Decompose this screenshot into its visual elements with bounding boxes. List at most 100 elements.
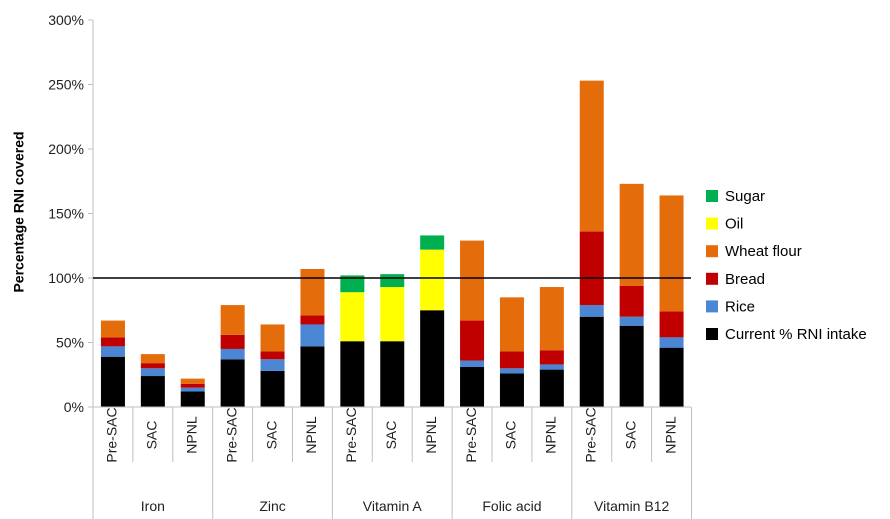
bar-segment — [340, 275, 365, 293]
bar-segment — [220, 305, 245, 335]
bar-segment — [579, 316, 604, 407]
bar-segment — [100, 337, 125, 347]
bar-segment — [659, 337, 684, 348]
x-category-label: NPNL — [662, 416, 678, 454]
y-tick-label: 200% — [48, 141, 84, 157]
x-category-label: NPNL — [423, 416, 439, 454]
y-tick-label: 150% — [48, 206, 84, 222]
x-group-label: Iron — [141, 498, 165, 514]
bar-segment — [460, 360, 485, 368]
legend-swatch — [706, 328, 718, 340]
bar-segment — [499, 373, 524, 407]
bar-segment — [579, 80, 604, 232]
bar-segment — [659, 311, 684, 338]
x-group-label: Vitamin A — [363, 498, 423, 514]
legend-swatch — [706, 300, 718, 313]
bar-segment — [619, 325, 644, 407]
x-axis-group-labels: Iron Zinc Vitamin A Folic acid Vitamin B12 — [141, 498, 670, 514]
y-axis-title: Percentage RNI covered — [11, 131, 27, 292]
bar-segment — [180, 391, 205, 407]
bar-segment — [220, 359, 245, 407]
bar-segment — [300, 315, 325, 325]
bar-segment — [539, 287, 564, 351]
bar-segment — [579, 305, 604, 317]
bar-segment — [180, 378, 205, 384]
y-axis-title-group: Percentage RNI covered — [11, 131, 27, 292]
legend-label: Rice — [725, 298, 755, 315]
bar-segment — [220, 334, 245, 349]
bar-segment — [499, 351, 524, 369]
bar-segment — [619, 316, 644, 326]
bar-segment — [619, 285, 644, 317]
bar-segment — [300, 346, 325, 407]
bar-segment — [380, 287, 405, 342]
bar-segment — [180, 383, 205, 388]
legend-label: Oil — [725, 216, 743, 233]
y-tick-label: 50% — [56, 335, 84, 351]
bars — [100, 80, 684, 407]
legend-label: Bread — [725, 271, 765, 288]
bar-segment — [659, 347, 684, 407]
x-category-label: SAC — [263, 421, 279, 450]
bar-segment — [420, 310, 445, 407]
bar-segment — [140, 368, 165, 377]
legend-label: Sugar — [725, 188, 765, 205]
bar-segment — [140, 354, 165, 364]
x-category-label: Pre-SAC — [463, 407, 479, 462]
axes — [92, 20, 691, 408]
bar-segment — [300, 268, 325, 316]
legend-swatch — [706, 190, 718, 202]
bar-segment — [539, 350, 564, 365]
x-category-label: SAC — [622, 421, 638, 450]
x-group-label: Zinc — [259, 498, 285, 514]
x-category-label: SAC — [144, 421, 160, 450]
bar-segment — [220, 348, 245, 360]
bar-segment — [260, 351, 285, 360]
x-category-label: Pre-SAC — [343, 407, 359, 462]
legend-swatch — [706, 245, 718, 258]
x-category-label: SAC — [383, 421, 399, 450]
bar-segment — [659, 195, 684, 312]
x-category-label: NPNL — [303, 416, 319, 454]
legend-swatch — [706, 272, 718, 285]
x-group-label: Vitamin B12 — [594, 498, 669, 514]
legend-label: Wheat flour — [725, 243, 802, 260]
y-tick-label: 0% — [64, 399, 84, 415]
bar-segment — [260, 324, 285, 352]
bar-segment — [100, 346, 125, 357]
bar-segment — [619, 183, 644, 286]
y-tick-label: 300% — [48, 12, 84, 28]
x-category-label: Pre-SAC — [582, 407, 598, 462]
x-group-label: Folic acid — [482, 498, 541, 514]
x-category-label: NPNL — [543, 416, 559, 454]
bar-segment — [300, 324, 325, 347]
legend-swatch — [706, 217, 718, 230]
bar-segment — [340, 292, 365, 342]
bar-segment — [380, 274, 405, 288]
bar-segment — [100, 356, 125, 407]
bar-segment — [140, 363, 165, 369]
bar-segment — [420, 249, 445, 311]
x-category-label: Pre-SAC — [223, 407, 239, 462]
bar-segment — [420, 235, 445, 250]
legend-label: Current % RNI intake — [725, 326, 867, 343]
bar-segment — [460, 320, 485, 361]
bar-segment — [100, 320, 125, 338]
bar-segment — [539, 369, 564, 407]
bar-segment — [499, 368, 524, 374]
x-category-label: Pre-SAC — [104, 407, 120, 462]
y-axis-ticks: 0% 50% 100% 150% 200% 250% 300% — [48, 12, 93, 415]
x-axis-category-labels: Pre-SAC SAC NPNL Pre-SAC SAC NPNL Pre-SAC SAC NP… — [92, 407, 692, 519]
x-category-label: SAC — [503, 421, 519, 450]
y-tick-label: 100% — [48, 270, 84, 286]
bar-segment — [180, 387, 205, 392]
bar-segment — [380, 341, 405, 407]
bar-segment — [539, 364, 564, 370]
bar-segment — [460, 367, 485, 407]
x-category-label: NPNL — [183, 416, 199, 454]
bar-segment — [460, 240, 485, 321]
legend: Sugar Oil Wheat flour Bread Rice Current % RN… — [706, 188, 867, 343]
bar-segment — [499, 297, 524, 352]
bar-segment — [340, 341, 365, 407]
